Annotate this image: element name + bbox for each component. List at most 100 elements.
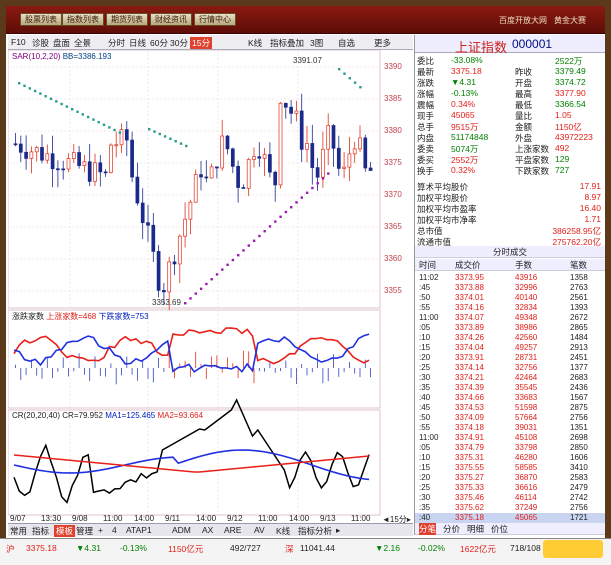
kline-chart-svg[interactable] xyxy=(8,50,413,523)
tick-row[interactable]: :45 3374.53 51598 2875 xyxy=(415,403,605,413)
sar-dot xyxy=(258,234,261,238)
tool-f10[interactable]: F10 xyxy=(11,37,26,47)
tool-diagnose[interactable]: 诊股 xyxy=(32,38,50,48)
chart-area[interactable]: SAR(10,2,20) BB=3386.193 3390 3385 3380 337… xyxy=(8,50,413,524)
tick-row[interactable]: :10 3374.26 42560 1484 xyxy=(415,333,605,343)
indicator-tab[interactable]: + xyxy=(98,525,103,535)
tick-row[interactable]: :25 3375.33 36616 2479 xyxy=(415,483,605,493)
tick-row[interactable]: :15 3374.04 49257 2913 xyxy=(415,343,605,353)
promo-badge-icon[interactable] xyxy=(543,540,603,558)
status-sh-change: ▼4.31 xyxy=(76,543,101,553)
stat-value: 386258.95亿 xyxy=(552,226,601,236)
tick-row[interactable]: :45 3373.88 32996 2763 xyxy=(415,283,605,293)
tick-row[interactable]: :05 3374.79 33798 2850 xyxy=(415,443,605,453)
indicator-tab[interactable]: 指标 xyxy=(32,526,50,536)
quote-row: 涨幅 -0.13% 最高 3377.90 xyxy=(415,88,605,99)
tool-more[interactable]: 更多 xyxy=(374,38,392,48)
ticks-footer-tab[interactable]: 明细 xyxy=(467,524,485,534)
candle-body xyxy=(299,110,304,150)
tool-kline[interactable]: K线 xyxy=(248,38,263,48)
top-link-open[interactable]: 百度开放大网 xyxy=(499,16,547,25)
indicator-tab[interactable]: 管理 xyxy=(76,526,94,536)
tick-row[interactable]: :05 3373.89 38986 2865 xyxy=(415,323,605,333)
ticks-title[interactable]: 分时成交 xyxy=(415,246,605,258)
candle-body xyxy=(273,171,278,186)
tick-row[interactable]: 11:00 3374.91 45108 2698 xyxy=(415,433,605,443)
tick-row[interactable]: :25 3374.14 32756 1377 xyxy=(415,363,605,373)
advance-line xyxy=(13,327,370,365)
tick-cell: 2742 xyxy=(570,493,588,502)
tick-row[interactable]: :30 3374.21 42464 2683 xyxy=(415,373,605,383)
tool-watchlist[interactable]: 自选 xyxy=(338,38,356,48)
tool-overview[interactable]: 全景 xyxy=(74,38,92,48)
indicator-tab[interactable]: AV xyxy=(254,525,265,535)
indicator-tab[interactable]: ▸ xyxy=(336,525,341,535)
tool-30min[interactable]: 30分 xyxy=(170,38,188,48)
indicator-tab[interactable]: K线 xyxy=(276,526,291,536)
menu-button-stocks[interactable]: 股票列表 xyxy=(20,13,62,26)
tool-15min[interactable]: 15分 xyxy=(190,37,212,49)
candle-body xyxy=(336,147,341,169)
indicator-tab[interactable]: 4 xyxy=(112,525,117,535)
indicator-tab[interactable]: AX xyxy=(202,525,214,535)
quote-row: 内盘 51174848 外盘 43972223 xyxy=(415,132,605,143)
tick-cell: :05 xyxy=(419,323,431,332)
tick-row[interactable]: :20 3373.91 28731 2451 xyxy=(415,353,605,363)
ticks-footer-tab[interactable]: 分价 xyxy=(443,524,461,534)
indicator-tab[interactable]: ARE xyxy=(224,525,242,535)
indicator-tab[interactable]: ATAP1 xyxy=(126,525,152,535)
tick-row[interactable]: :20 3375.27 36870 2583 xyxy=(415,473,605,483)
ticks-footer-tab[interactable]: 价位 xyxy=(491,524,509,534)
tool-board[interactable]: 盘面 xyxy=(53,38,71,48)
top-link-contest[interactable]: 黄金大赛 xyxy=(554,16,586,25)
tool-60min[interactable]: 60分 xyxy=(150,38,168,48)
tick-row[interactable]: :35 3375.62 37249 2756 xyxy=(415,503,605,513)
menu-button-futures[interactable]: 期货列表 xyxy=(106,13,148,26)
tick-row[interactable]: :30 3375.46 46114 2742 xyxy=(415,493,605,503)
indicator-tab[interactable]: 常用 xyxy=(10,526,28,536)
menu-button-index[interactable]: 指数列表 xyxy=(62,13,104,26)
candle-body xyxy=(66,158,71,170)
tick-row[interactable]: 11:00 3374.07 49348 2672 xyxy=(415,313,605,323)
tick-row[interactable]: :50 3374.09 57664 2756 xyxy=(415,413,605,423)
indicator-tab[interactable]: ADM xyxy=(172,525,191,535)
candle-body xyxy=(172,261,177,265)
tick-cell: 1484 xyxy=(570,333,588,342)
menu-button-news[interactable]: 财经资讯 xyxy=(150,13,192,26)
tick-row[interactable]: :55 3374.18 39031 1351 xyxy=(415,423,605,433)
tool-indicator-overlay[interactable]: 指标叠加 xyxy=(270,38,305,48)
menu-button-market[interactable]: 行情中心 xyxy=(194,13,236,26)
candle-body xyxy=(146,222,150,226)
tool-daily[interactable]: 日线 xyxy=(129,38,147,48)
sar-dot xyxy=(108,126,111,129)
candle-body xyxy=(103,171,108,174)
tick-row[interactable]: 11:02 3373.95 43916 1358 xyxy=(415,273,605,283)
period-selector[interactable]: ◄15分▸ xyxy=(382,515,411,524)
tick-row[interactable]: :35 3374.39 35545 2436 xyxy=(415,383,605,393)
tick-row[interactable]: :55 3374.16 32834 1393 xyxy=(415,303,605,313)
candle-body xyxy=(230,148,235,167)
tick-cell: 49257 xyxy=(515,343,538,352)
indicator-tab[interactable]: 指标分析 xyxy=(298,526,333,536)
tick-row[interactable]: :10 3375.31 46280 1606 xyxy=(415,453,605,463)
quote-cell: 0.32% xyxy=(451,165,476,175)
status-sz-ratio: 718/108 xyxy=(510,543,541,553)
candle-body xyxy=(98,162,103,173)
tick-row[interactable]: :50 3374.01 40140 2561 xyxy=(415,293,605,303)
sar-legend: SAR(10,2,20) xyxy=(12,52,61,61)
tick-row[interactable]: :40 3374.66 33683 1567 xyxy=(415,393,605,403)
ticks-footer-tab[interactable]: 分笔 xyxy=(419,523,437,535)
quote-cell: 0.34% xyxy=(451,99,476,109)
stat-value: 16.40 xyxy=(579,203,601,213)
candle-body xyxy=(358,137,362,150)
tick-row[interactable]: :15 3375.55 58585 3410 xyxy=(415,463,605,473)
tool-3chart[interactable]: 3图 xyxy=(310,38,324,48)
candle-body xyxy=(262,154,267,159)
candle-body xyxy=(61,168,66,171)
tool-timeshare[interactable]: 分时 xyxy=(108,38,126,48)
indicator-tab[interactable]: 模板 xyxy=(54,525,76,537)
tick-row[interactable]: :40 3375.18 45065 1721 xyxy=(415,513,605,523)
candle-body xyxy=(352,148,357,155)
cr-ma2-line xyxy=(13,454,370,473)
quote-row: 换手 0.32% 下跌家数 727 xyxy=(415,165,605,176)
